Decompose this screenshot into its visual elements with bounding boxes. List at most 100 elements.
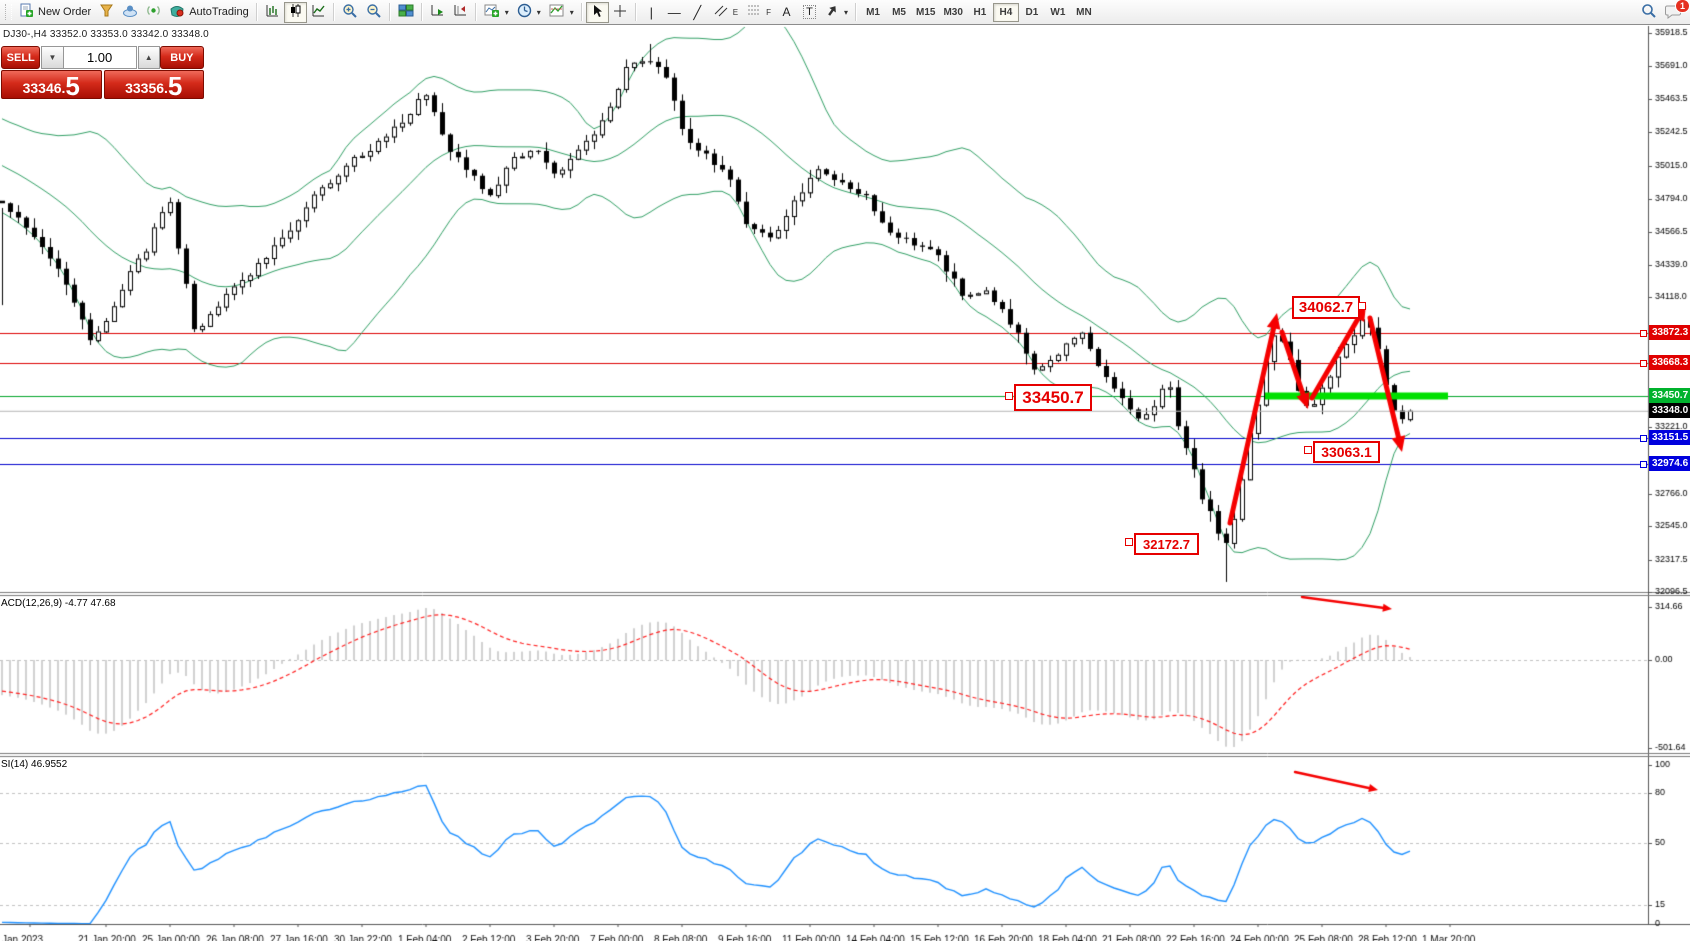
signals-button[interactable] (142, 2, 165, 23)
candlestick-chart-button[interactable] (283, 1, 307, 23)
label-tool-button[interactable]: T (798, 2, 821, 23)
one-click-trading-panel: SELL ▼ ▲ BUY 33346.5 33356.5 (1, 46, 204, 99)
toolbar-grip (5, 4, 12, 20)
autotrading-label: AutoTrading (189, 6, 249, 18)
crosshair-tool-button[interactable] (609, 2, 632, 23)
tf-m1-button[interactable]: M1 (860, 3, 886, 22)
tf-m5-button[interactable]: M5 (886, 3, 912, 22)
tile-windows-icon (398, 3, 414, 21)
tf-mn-button[interactable]: MN (1071, 3, 1097, 22)
toolbar-separator (474, 3, 477, 21)
notifications-button[interactable]: 1 (1661, 0, 1690, 23)
toolbar-separator (855, 3, 858, 21)
autotrading-icon (169, 3, 185, 21)
rsi-indicator-label: SI(14) 46.9552 (1, 759, 68, 770)
bar-chart-button[interactable] (261, 2, 284, 23)
line-chart-button[interactable] (307, 2, 330, 23)
funnel-icon (99, 3, 114, 21)
autotrading-button[interactable]: AutoTrading (165, 2, 253, 23)
price-tag-support-blue-1: 33151.5 (1649, 430, 1690, 445)
clock-icon (517, 3, 532, 21)
search-button[interactable] (1637, 2, 1661, 23)
sell-price-panel[interactable]: 33346. 5 (1, 70, 102, 99)
annotation-price-33063[interactable]: 33063.1 (1313, 441, 1380, 463)
new-order-icon (19, 3, 34, 21)
buy-button[interactable]: BUY (159, 46, 204, 69)
chart-shift-icon (453, 3, 468, 21)
channel-subscript: E (732, 7, 739, 17)
arrows-tool-icon (825, 4, 839, 21)
indicators-button[interactable]: ▾ (480, 2, 513, 23)
toolbar-separator (580, 3, 583, 21)
horizontal-line-tool-button[interactable]: — (663, 2, 686, 23)
new-order-label: New Order (38, 6, 92, 18)
equidistant-channel-icon (713, 3, 729, 21)
sell-price-main: 33346. (22, 80, 66, 96)
fibo-subscript: F (766, 7, 771, 17)
zoom-in-button[interactable] (338, 2, 362, 23)
vertical-line-tool-button[interactable]: | (640, 2, 663, 23)
crosshair-icon (613, 4, 627, 21)
volume-increase-button[interactable]: ▲ (137, 46, 160, 69)
volume-decrease-button[interactable]: ▼ (41, 46, 64, 69)
tf-w1-button[interactable]: W1 (1045, 3, 1071, 22)
zoom-in-icon (342, 3, 358, 22)
cursor-tool-button[interactable] (585, 1, 609, 23)
toolbar-separator (255, 3, 258, 21)
arrows-tool-button[interactable]: ▾ (821, 2, 852, 23)
trendline-icon: ╱ (693, 4, 702, 20)
text-tool-button[interactable]: A (775, 2, 798, 23)
annotation-price-34062[interactable]: 34062.7 (1292, 296, 1360, 319)
channel-tool-button[interactable]: E (709, 2, 742, 23)
toolbar-separator (634, 3, 637, 21)
price-tag-support-blue-2: 32974.6 (1649, 456, 1690, 471)
chevron-down-icon: ▾ (504, 7, 509, 17)
trendline-tool-button[interactable]: ╱ (686, 2, 709, 23)
profile-button[interactable] (118, 2, 142, 23)
zoom-out-icon (366, 3, 382, 22)
notification-badge: 1 (1674, 0, 1690, 13)
toolbar-separator (420, 3, 423, 21)
auto-scroll-button[interactable] (426, 2, 449, 23)
cursor-icon (591, 4, 604, 21)
bar-chart-icon (265, 3, 280, 21)
sell-price-fraction: 5 (65, 70, 80, 101)
text-tool-ic: A (782, 5, 791, 19)
new-order-button[interactable]: New Order (15, 2, 95, 23)
buy-price-panel[interactable]: 33356. 5 (103, 70, 204, 99)
periods-button[interactable]: ▾ (513, 2, 545, 23)
horizontal-line-icon: — (667, 4, 681, 20)
chart-title: DJ30-,H4 33352.0 33353.0 33342.0 33348.0 (3, 29, 209, 40)
vertical-line-icon: | (649, 4, 653, 20)
sell-button[interactable]: SELL (1, 46, 41, 69)
annotation-price-32172[interactable]: 32172.7 (1134, 533, 1199, 555)
triangle-up-icon: ▲ (144, 53, 153, 62)
triangle-down-icon: ▼ (48, 53, 57, 62)
tile-windows-button[interactable] (394, 2, 418, 23)
macd-indicator-label: ACD(12,26,9) -4.77 47.68 (1, 598, 116, 609)
chevron-down-icon: ▾ (536, 7, 541, 17)
tf-h1-button[interactable]: H1 (967, 3, 993, 22)
zoom-out-button[interactable] (362, 2, 386, 23)
template-icon (549, 3, 565, 21)
price-tag-resistance-2: 33668.3 (1649, 355, 1690, 370)
tf-m15-button[interactable]: M15 (912, 3, 939, 22)
chart-shift-button[interactable] (449, 2, 472, 23)
main-toolbar: New Order AutoTrading ▾ ▾ ▾ (0, 0, 1690, 25)
data-funnel-button[interactable] (95, 2, 118, 23)
tf-h4-button[interactable]: H4 (992, 2, 1019, 22)
signal-icon (146, 3, 161, 21)
buy-price-main: 33356. (125, 80, 168, 96)
price-tag-current-bid: 33348.0 (1649, 403, 1690, 418)
annotation-price-33450[interactable]: 33450.7 (1014, 384, 1092, 411)
price-tag-support-green: 33450.7 (1649, 388, 1690, 403)
tf-d1-button[interactable]: D1 (1019, 3, 1045, 22)
chevron-down-icon: ▾ (844, 7, 849, 17)
fibonacci-tool-button[interactable]: F (742, 2, 775, 23)
profile-cloud-icon (122, 3, 138, 21)
templates-button[interactable]: ▾ (545, 2, 578, 23)
tf-m30-button[interactable]: M30 (939, 3, 966, 22)
volume-input[interactable] (63, 46, 137, 69)
